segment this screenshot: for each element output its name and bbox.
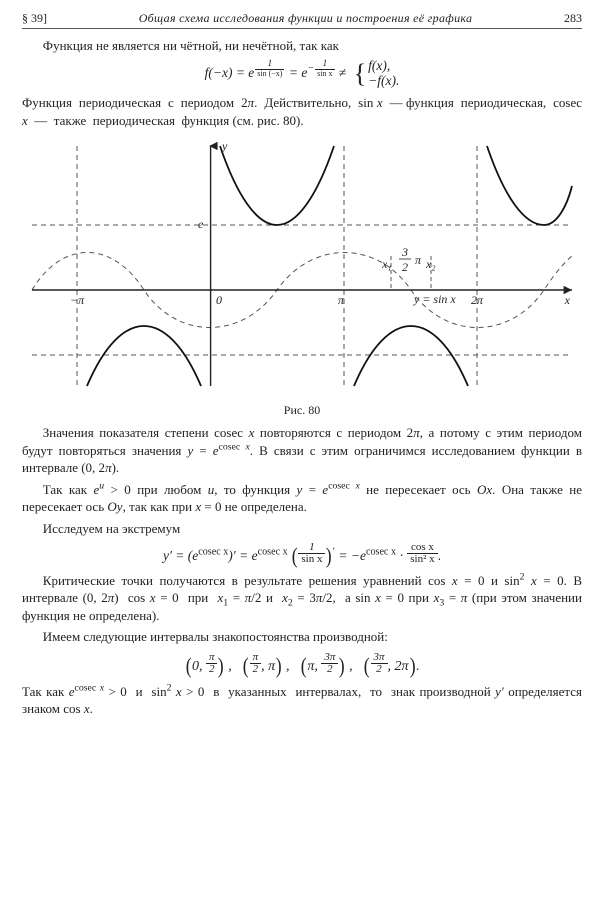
eq2-prime: ′ bbox=[333, 546, 335, 557]
intervals-display: (0, π2) , (π2, π) , (π, 3π2) , (3π2, 2π)… bbox=[22, 652, 582, 677]
eq2-frac2-den: sin² x bbox=[407, 554, 437, 566]
eq1-lhs: f(−x) = e bbox=[205, 65, 255, 80]
running-title: Общая схема исследования функции и постр… bbox=[55, 10, 556, 26]
equation-parity: f(−x) = e1sin (−x) = e−1sin x ≠ {f(x),−f… bbox=[22, 59, 582, 89]
e-label: e bbox=[198, 217, 204, 231]
three-half-pi-sym: π bbox=[415, 253, 422, 267]
eq2-c: = −e bbox=[338, 547, 366, 562]
eq2-exp-a: cosec x bbox=[198, 546, 228, 557]
lparen-icon: ( bbox=[292, 547, 298, 565]
tick-minus-pi: −π bbox=[70, 293, 85, 307]
running-head: § 39] Общая схема исследования функции и… bbox=[22, 10, 582, 29]
eq1-neq: ≠ bbox=[336, 65, 350, 80]
eq2-exp-b: cosec x bbox=[258, 546, 288, 557]
tick-pi: π bbox=[338, 293, 345, 307]
eq2-b: )′ = e bbox=[228, 547, 257, 562]
figure-svg: y x 0 −π π 2π e x₁ x₂ 3 2 π y = sin x bbox=[22, 136, 582, 396]
paragraph-period-values: Значения показателя степени cosec x повт… bbox=[22, 424, 582, 477]
paragraph-intro: Функция не является ни чётной, ни нечётн… bbox=[22, 37, 582, 55]
eq2-tail: . bbox=[438, 547, 441, 562]
rparen-icon: ) bbox=[326, 547, 332, 565]
x1-label: x₁ bbox=[381, 257, 392, 271]
brace-icon: { bbox=[354, 63, 366, 85]
paragraph-sign-final: Так как ecosec x > 0 и sin2 x > 0 в указ… bbox=[22, 683, 582, 718]
eq2-exp-c: cosec x bbox=[366, 546, 396, 557]
paragraph-extremum: Исследуем на экстремум bbox=[22, 520, 582, 538]
eq2-a: y′ = (e bbox=[163, 547, 198, 562]
paragraph-positive: Так как eu > 0 при любом u, то функция y… bbox=[22, 481, 582, 516]
figure-caption: Рис. 80 bbox=[22, 402, 582, 418]
int1-b-den: 2 bbox=[206, 664, 218, 676]
eq1-exp1-den: sin (−x) bbox=[255, 70, 284, 78]
intervals-tail: . bbox=[416, 659, 420, 674]
origin-label: 0 bbox=[216, 293, 222, 307]
page-number: 283 bbox=[564, 10, 582, 26]
eq2-dot: · bbox=[396, 547, 407, 562]
exp-cosec-branches bbox=[87, 146, 572, 386]
y-axis-label: y bbox=[221, 139, 228, 153]
three-half-pi-den: 2 bbox=[402, 260, 408, 274]
x-axis-label: x bbox=[564, 293, 571, 307]
x2-label: x₂ bbox=[425, 257, 436, 271]
paragraph-sign-intervals: Имеем следующие интервалы знакопостоянст… bbox=[22, 628, 582, 646]
int3-b-den: 2 bbox=[321, 664, 338, 676]
int3-a: π bbox=[307, 659, 314, 674]
eq1-case2: −f(x). bbox=[368, 73, 399, 88]
int2-a-den: 2 bbox=[250, 664, 262, 676]
int4-a-den: 2 bbox=[371, 664, 388, 676]
eq1-mid: = e bbox=[285, 65, 307, 80]
int4-b: 2π bbox=[395, 659, 409, 674]
paragraph-periodic: Функция периодическая с периодом 2π. Дей… bbox=[22, 94, 582, 129]
int1-a: 0 bbox=[192, 659, 199, 674]
int2-b: π bbox=[268, 659, 275, 674]
figure-80: y x 0 −π π 2π e x₁ x₂ 3 2 π y = sin x bbox=[22, 136, 582, 401]
three-half-pi-num: 3 bbox=[401, 245, 408, 259]
equation-derivative: y′ = (ecosec x)′ = ecosec x (1sin x)′ = … bbox=[22, 542, 582, 566]
eq2-frac1-den: sin x bbox=[298, 554, 325, 566]
sine-label: y = sin x bbox=[413, 292, 456, 306]
tick-2pi: 2π bbox=[471, 293, 484, 307]
eq1-case1: f(x), bbox=[368, 58, 390, 73]
eq1-exp2-den: sin x bbox=[315, 70, 334, 78]
paragraph-critical: Критические точки получаются в результат… bbox=[22, 572, 582, 625]
section-label: § 39] bbox=[22, 10, 47, 26]
